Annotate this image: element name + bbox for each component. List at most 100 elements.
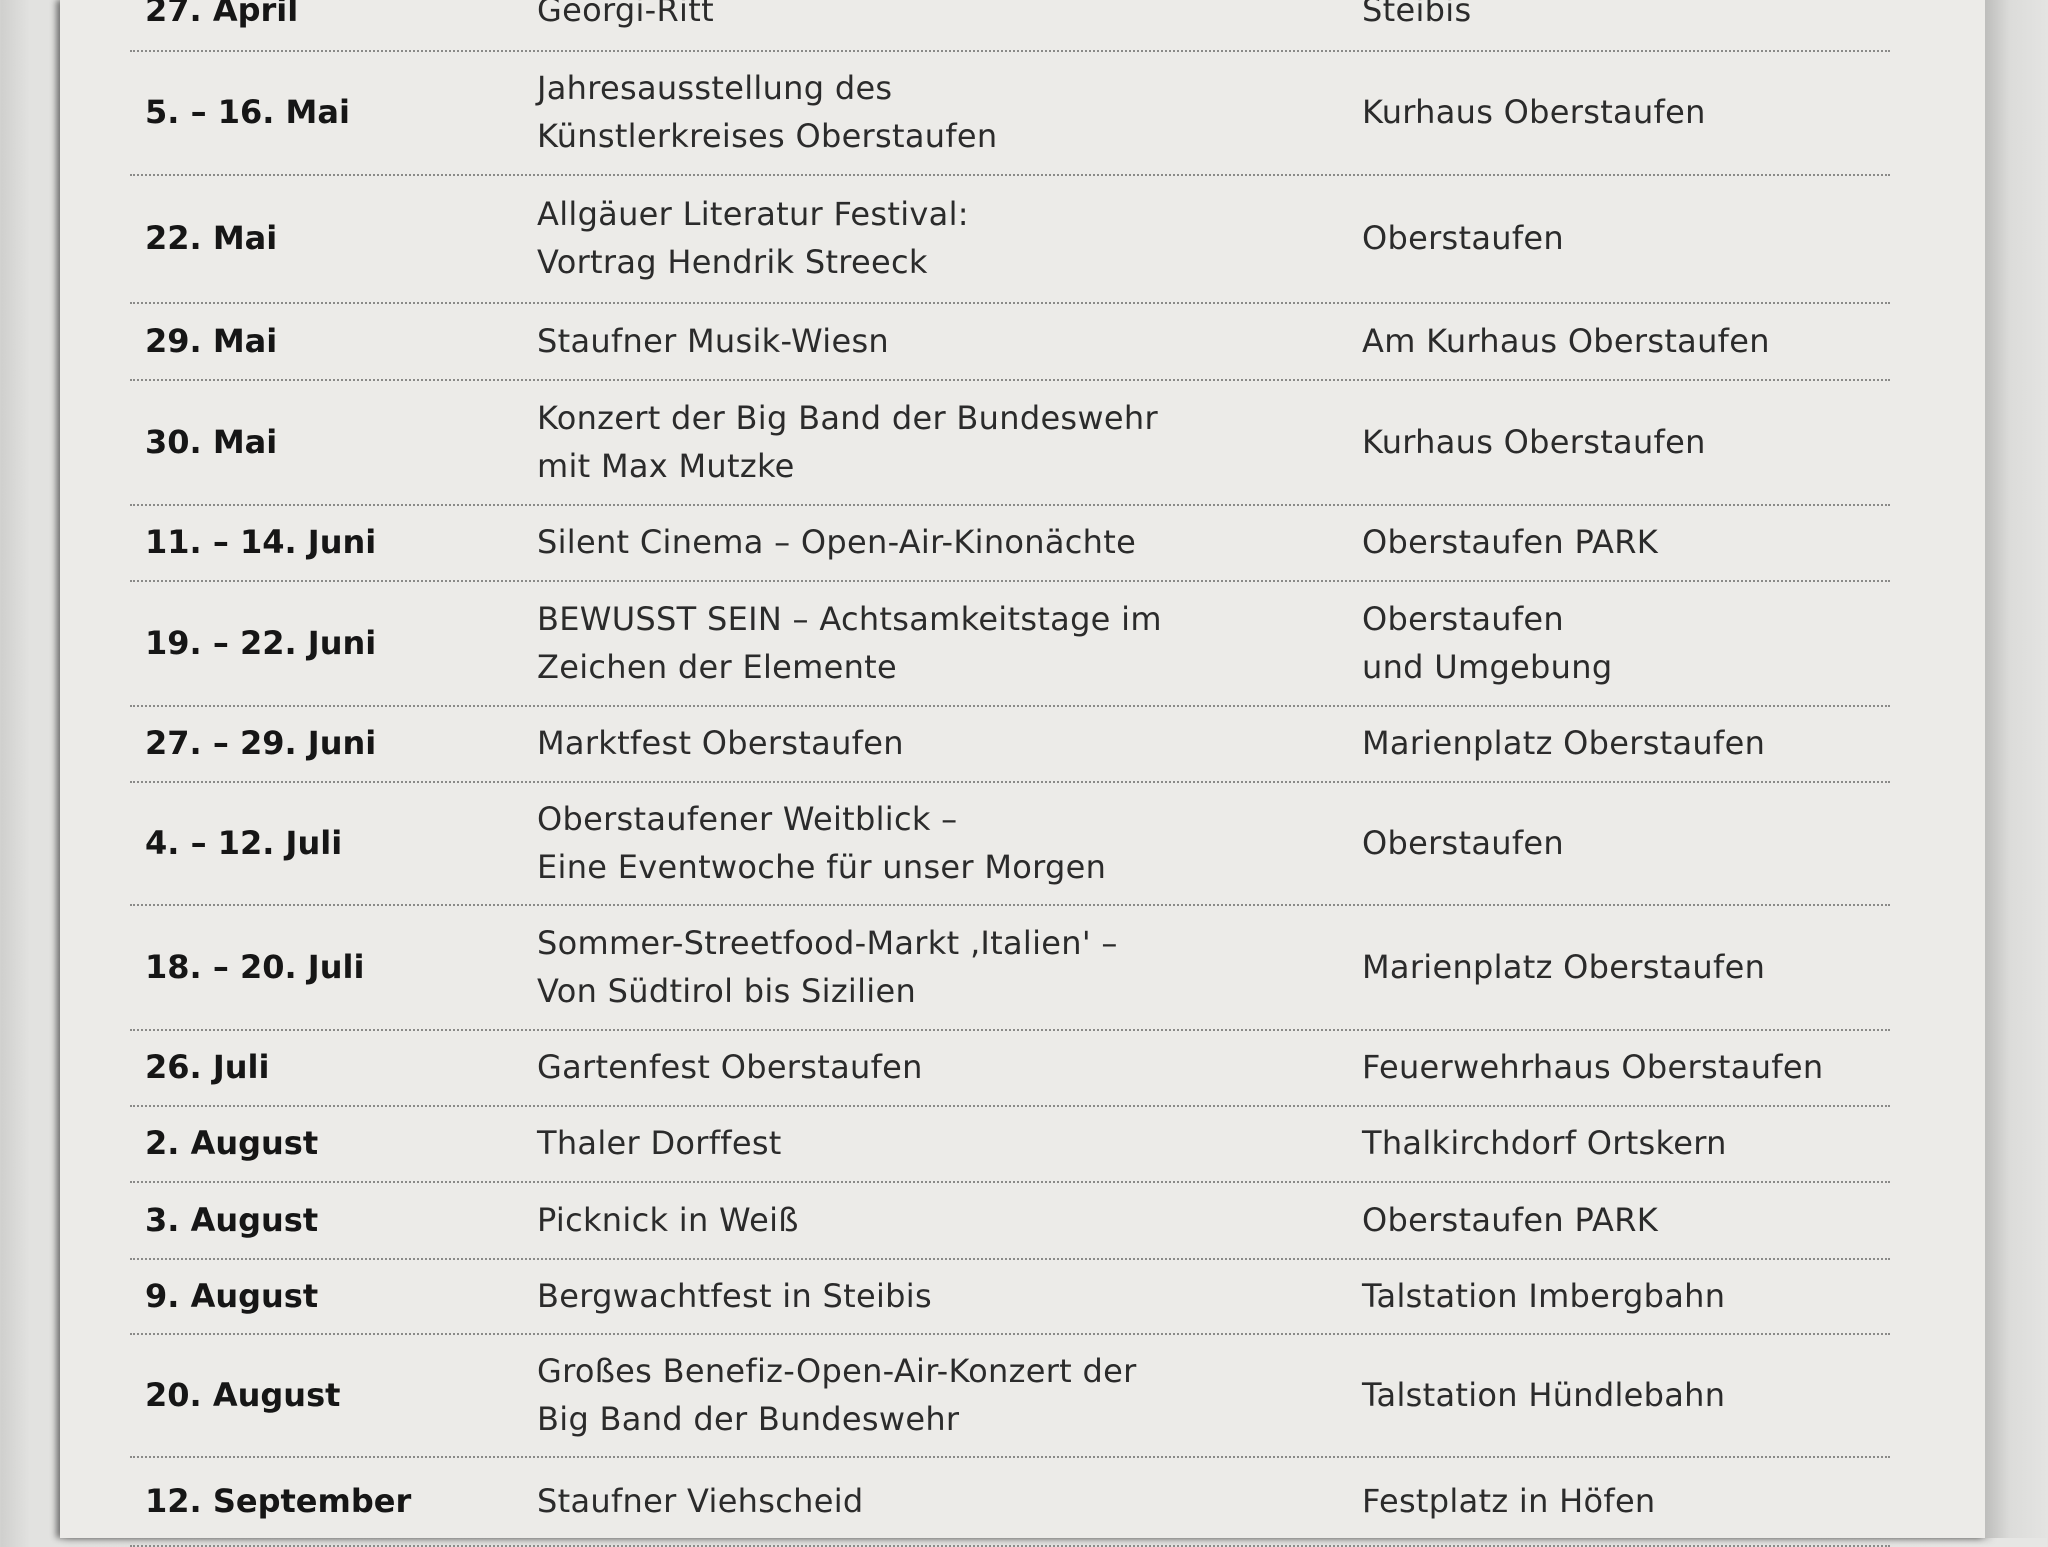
table-row: 20. August Großes Benefiz-Open-Air-Konzer… xyxy=(130,1333,1890,1458)
event-date: 30. Mai xyxy=(145,422,278,461)
event-location: Thalkirchdorf Ortskern xyxy=(1362,1105,1727,1181)
event-location: Feuerwehrhaus Oberstaufen xyxy=(1362,1029,1823,1105)
event-location: Marienplatz Oberstaufen xyxy=(1362,705,1765,781)
location-line: Talstation Hündlebahn xyxy=(1362,1375,1726,1414)
event-location: Am Kurhaus Oberstaufen xyxy=(1362,302,1770,379)
event-date: 4. – 12. Juli xyxy=(145,823,343,862)
event-name: Georgi-Ritt xyxy=(537,0,714,50)
event-name: Großes Benefiz-Open-Air-Konzert der Big B… xyxy=(537,1333,1137,1456)
location-line: Thalkirchdorf Ortskern xyxy=(1362,1124,1727,1162)
event-date: 5. – 16. Mai xyxy=(145,93,350,131)
table-row: 26. Juli Gartenfest Oberstaufen Feuerwehrh… xyxy=(130,1029,1890,1107)
event-line: Big Band der Bundeswehr xyxy=(537,1399,960,1438)
location-line: Am Kurhaus Oberstaufen xyxy=(1362,321,1770,360)
location-line: Oberstaufen xyxy=(1362,599,1564,638)
event-line: Marktfest Oberstaufen xyxy=(537,724,904,762)
location-line: Feuerwehrhaus Oberstaufen xyxy=(1362,1048,1824,1086)
event-name: Konzert der Big Band der Bundeswehr mit M… xyxy=(537,379,1158,504)
event-line: Zeichen der Elemente xyxy=(537,647,898,686)
location-line: Oberstaufen xyxy=(1362,219,1564,257)
event-line: Vortrag Hendrik Streeck xyxy=(537,243,928,281)
event-location: Oberstaufen xyxy=(1362,781,1564,904)
location-line: Kurhaus Oberstaufen xyxy=(1362,93,1706,131)
event-location: Oberstaufen PARK xyxy=(1362,504,1658,580)
event-line: Jahresausstellung des xyxy=(537,69,893,107)
event-name: Sommer-Streetfood-Markt ‚Italien' – Von S… xyxy=(537,904,1118,1029)
event-date: 12. September xyxy=(145,1481,412,1520)
event-name: Jahresausstellung des Künstlerkreises Obe… xyxy=(537,50,997,174)
event-date: 22. Mai xyxy=(145,219,278,257)
event-name: Staufner Musik-Wiesn xyxy=(537,302,889,379)
location-line: Oberstaufen PARK xyxy=(1362,1200,1659,1239)
event-location: Kurhaus Oberstaufen xyxy=(1362,50,1706,174)
location-line: Steibis xyxy=(1362,0,1472,29)
event-date: 18. – 20. Juli xyxy=(145,947,365,986)
event-date: 27. – 29. Juni xyxy=(145,724,377,762)
event-name: Bergwachtfest in Steibis xyxy=(537,1258,932,1333)
location-line: Marienplatz Oberstaufen xyxy=(1362,724,1766,762)
event-line: Konzert der Big Band der Bundeswehr xyxy=(537,398,1158,437)
event-date: 29. Mai xyxy=(145,321,278,360)
event-date: 2. August xyxy=(145,1124,319,1162)
event-line: Thaler Dorffest xyxy=(537,1124,782,1162)
event-location: Oberstaufen und Umgebung xyxy=(1362,580,1612,705)
event-line: Bergwachtfest in Steibis xyxy=(537,1276,932,1315)
event-line: Staufner Musik-Wiesn xyxy=(537,321,890,360)
event-name: Marktfest Oberstaufen xyxy=(537,705,904,781)
event-line: Großes Benefiz-Open-Air-Konzert der xyxy=(537,1351,1137,1390)
event-name: Allgäuer Literatur Festival: Vortrag Hend… xyxy=(537,174,969,302)
event-date: 3. August xyxy=(145,1200,319,1239)
event-date: 20. August xyxy=(145,1375,341,1414)
event-name: Silent Cinema – Open-Air-Kinonächte xyxy=(537,504,1136,580)
event-line: Georgi-Ritt xyxy=(537,0,714,29)
table-row: 30. Mai Konzert der Big Band der Bundeswe… xyxy=(130,379,1890,506)
event-name: Oberstaufener Weitblick – Eine Eventwoche… xyxy=(537,781,1106,904)
background-edge xyxy=(1985,0,2048,1538)
event-name: BEWUSST SEIN – Achtsamkeitstage im Zeiche… xyxy=(537,580,1162,705)
table-row: 3. August Picknick in Weiß Oberstaufen PAR… xyxy=(130,1181,1890,1260)
event-name: Thaler Dorffest xyxy=(537,1105,782,1181)
table-row: 9. August Bergwachtfest in Steibis Talstat… xyxy=(130,1258,1890,1335)
location-line: und Umgebung xyxy=(1362,647,1613,686)
event-line: Sommer-Streetfood-Markt ‚Italien' – xyxy=(537,923,1118,962)
location-line: Kurhaus Oberstaufen xyxy=(1362,422,1706,461)
event-name: Staufner Viehscheid xyxy=(537,1456,864,1545)
event-location: Talstation Hündlebahn xyxy=(1362,1333,1725,1456)
table-row: 19. – 22. Juni BEWUSST SEIN – Achtsamkeit… xyxy=(130,580,1890,707)
event-line: Von Südtirol bis Sizilien xyxy=(537,971,917,1010)
table-row: 2. August Thaler Dorffest Thalkirchdorf Or… xyxy=(130,1105,1890,1183)
location-line: Marienplatz Oberstaufen xyxy=(1362,947,1766,986)
location-line: Festplatz in Höfen xyxy=(1362,1481,1656,1520)
event-line: Staufner Viehscheid xyxy=(537,1481,864,1520)
event-location: Steibis xyxy=(1362,0,1471,50)
event-line: Silent Cinema – Open-Air-Kinonächte xyxy=(537,523,1137,561)
location-line: Oberstaufen xyxy=(1362,823,1564,862)
event-line: Picknick in Weiß xyxy=(537,1200,799,1239)
event-line: BEWUSST SEIN – Achtsamkeitstage im xyxy=(537,599,1162,638)
event-name: Picknick in Weiß xyxy=(537,1181,799,1258)
event-date: 27. April xyxy=(145,0,299,29)
event-line: Allgäuer Literatur Festival: xyxy=(537,195,969,233)
table-row: 5. – 16. Mai Jahresausstellung des Künstle… xyxy=(130,50,1890,176)
event-location: Marienplatz Oberstaufen xyxy=(1362,904,1765,1029)
event-line: Gartenfest Oberstaufen xyxy=(537,1048,923,1086)
event-name: Gartenfest Oberstaufen xyxy=(537,1029,923,1105)
event-calendar-page: 27. April Georgi-Ritt Steibis 5. – 16. Mai J… xyxy=(60,0,1985,1547)
event-line: Oberstaufener Weitblick – xyxy=(537,799,958,838)
event-location: Oberstaufen PARK xyxy=(1362,1181,1658,1258)
table-row: 11. – 14. Juni Silent Cinema – Open-Air-K… xyxy=(130,504,1890,582)
location-line: Talstation Imbergbahn xyxy=(1362,1276,1726,1315)
event-location: Festplatz in Höfen xyxy=(1362,1456,1656,1545)
event-date: 9. August xyxy=(145,1276,319,1315)
table-row: 27. April Georgi-Ritt Steibis xyxy=(130,0,1890,52)
event-date: 11. – 14. Juni xyxy=(145,523,377,561)
table-row: 4. – 12. Juli Oberstaufener Weitblick – Ei… xyxy=(130,781,1890,906)
table-row: 18. – 20. Juli Sommer-Streetfood-Markt ‚I… xyxy=(130,904,1890,1031)
event-location: Kurhaus Oberstaufen xyxy=(1362,379,1706,504)
event-line: Eine Eventwoche für unser Morgen xyxy=(537,847,1107,886)
event-date: 19. – 22. Juni xyxy=(145,623,377,662)
event-location: Talstation Imbergbahn xyxy=(1362,1258,1725,1333)
event-date: 26. Juli xyxy=(145,1048,270,1086)
event-line: mit Max Mutzke xyxy=(537,446,795,485)
event-line: Künstlerkreises Oberstaufen xyxy=(537,117,998,155)
